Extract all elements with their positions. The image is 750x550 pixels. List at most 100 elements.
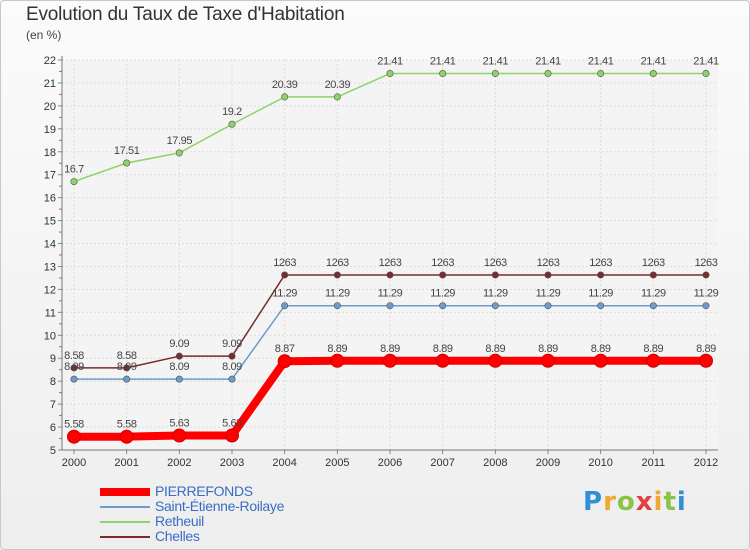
y-tick-label: 19 xyxy=(44,124,56,136)
x-tick-label: 2008 xyxy=(483,457,507,469)
x-tick-label: 2005 xyxy=(325,457,349,469)
y-tick-label: 18 xyxy=(44,147,56,159)
data-point-retheuil xyxy=(649,70,657,78)
legend-swatch xyxy=(100,521,150,523)
data-label-pierrefonds: 5.63 xyxy=(169,418,189,430)
y-tick-label: 14 xyxy=(44,239,56,251)
y-tick-label: 6 xyxy=(50,422,56,434)
x-tick-label: 2011 xyxy=(642,457,666,469)
y-tick-label: 12 xyxy=(44,284,56,296)
legend-label: PIERREFONDS xyxy=(155,483,253,499)
data-point-saint-tienne-roilaye xyxy=(333,302,341,310)
data-label-saint-tienne-roilaye: 11.29 xyxy=(641,288,666,300)
y-tick-label: 5 xyxy=(50,445,56,457)
data-label-pierrefonds: 8.89 xyxy=(591,343,611,355)
data-label-retheuil: 19.2 xyxy=(222,106,242,118)
data-label-chelles: 1263 xyxy=(431,257,454,269)
data-point-pierrefonds xyxy=(330,353,345,368)
data-label-retheuil: 21.41 xyxy=(483,56,509,68)
data-label-chelles: 1263 xyxy=(695,257,718,269)
data-point-saint-tienne-roilaye xyxy=(544,302,552,310)
data-point-chelles xyxy=(649,271,657,279)
legend-item: Retheuil xyxy=(100,513,360,530)
data-point-saint-tienne-roilaye xyxy=(281,302,289,310)
data-point-saint-tienne-roilaye xyxy=(386,302,394,310)
data-label-saint-tienne-roilaye: 11.29 xyxy=(588,288,613,300)
data-label-chelles: 1263 xyxy=(379,257,402,269)
data-point-chelles xyxy=(386,271,394,279)
data-point-retheuil xyxy=(386,70,394,78)
data-point-chelles xyxy=(597,271,605,279)
data-point-saint-tienne-roilaye xyxy=(491,302,499,310)
data-label-pierrefonds: 5.58 xyxy=(117,419,137,431)
data-point-retheuil xyxy=(175,149,183,157)
proxiti-logo: Proxiti xyxy=(583,487,687,517)
data-point-pierrefonds xyxy=(541,353,555,368)
data-label-retheuil: 20.39 xyxy=(272,79,298,91)
data-point-pierrefonds xyxy=(172,428,187,443)
data-label-retheuil: 21.41 xyxy=(693,56,719,68)
y-tick-label: 9 xyxy=(50,353,56,365)
plot-area xyxy=(62,60,718,450)
data-label-pierrefonds: 8.87 xyxy=(275,343,295,355)
data-label-chelles: 1263 xyxy=(589,257,612,269)
data-point-chelles xyxy=(281,271,289,279)
data-label-saint-tienne-roilaye: 11.29 xyxy=(483,288,508,300)
data-point-chelles xyxy=(491,271,499,279)
logo-letter: x xyxy=(635,487,654,517)
data-label-saint-tienne-roilaye: 11.29 xyxy=(325,288,350,300)
legend-label: Saint-Étienne-Roilaye xyxy=(155,498,285,514)
data-point-pierrefonds xyxy=(383,353,397,368)
x-tick-label: 2009 xyxy=(536,457,560,469)
legend-item: Saint-Étienne-Roilaye xyxy=(100,498,360,515)
data-label-saint-tienne-roilaye: 8.09 xyxy=(64,361,84,373)
data-point-pierrefonds xyxy=(277,354,292,369)
data-label-pierrefonds: 8.89 xyxy=(485,343,505,355)
data-label-pierrefonds: 8.89 xyxy=(380,343,400,355)
data-point-saint-tienne-roilaye xyxy=(439,302,447,310)
data-point-chelles xyxy=(702,271,710,279)
data-label-retheuil: 21.41 xyxy=(535,56,561,68)
data-label-pierrefonds: 5.63 xyxy=(222,418,242,430)
x-tick-label: 2004 xyxy=(272,457,296,469)
data-label-retheuil: 20.39 xyxy=(325,79,351,91)
data-label-saint-tienne-roilaye: 11.29 xyxy=(430,288,455,300)
data-label-chelles: 1263 xyxy=(326,257,349,269)
data-label-retheuil: 17.51 xyxy=(114,145,140,157)
x-tick-label: 2012 xyxy=(694,457,718,469)
data-point-pierrefonds xyxy=(67,429,81,444)
data-label-chelles: 9.09 xyxy=(222,338,242,350)
y-tick-label: 15 xyxy=(44,216,56,228)
y-tick-label: 21 xyxy=(44,78,56,90)
data-label-chelles: 1263 xyxy=(642,257,665,269)
data-label-retheuil: 21.41 xyxy=(641,56,667,68)
data-point-pierrefonds xyxy=(225,428,239,443)
data-label-retheuil: 16.7 xyxy=(64,164,84,176)
data-point-saint-tienne-roilaye xyxy=(70,375,78,383)
x-tick-label: 2010 xyxy=(588,457,612,469)
data-label-retheuil: 17.95 xyxy=(167,135,193,147)
data-label-saint-tienne-roilaye: 11.29 xyxy=(272,288,297,300)
data-point-chelles xyxy=(228,352,236,360)
logo-letter: o xyxy=(616,487,636,517)
data-label-retheuil: 21.41 xyxy=(588,56,614,68)
data-label-chelles: 9.09 xyxy=(169,338,189,350)
data-label-saint-tienne-roilaye: 11.29 xyxy=(378,288,403,300)
data-point-retheuil xyxy=(702,70,710,78)
data-point-retheuil xyxy=(123,159,131,167)
legend-swatch xyxy=(100,536,150,538)
data-point-chelles xyxy=(333,271,341,279)
legend-item: Chelles xyxy=(100,528,360,545)
logo-letter: i xyxy=(676,487,687,517)
data-label-saint-tienne-roilaye: 11.29 xyxy=(694,288,719,300)
y-tick-label: 11 xyxy=(45,307,56,319)
y-tick-label: 13 xyxy=(44,261,56,273)
data-label-retheuil: 21.41 xyxy=(377,56,403,68)
data-point-retheuil xyxy=(281,93,289,101)
y-tick-label: 10 xyxy=(44,330,56,342)
data-point-retheuil xyxy=(333,93,341,101)
logo-letter: t xyxy=(663,487,677,517)
x-tick-label: 2001 xyxy=(114,457,138,469)
x-tick-label: 2002 xyxy=(167,457,191,469)
data-point-chelles xyxy=(544,271,552,279)
